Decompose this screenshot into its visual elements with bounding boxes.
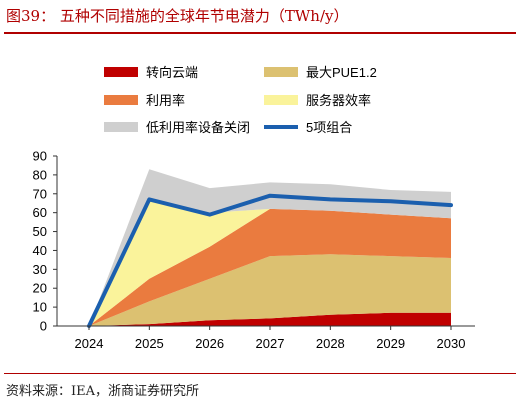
area-series-4: [89, 169, 451, 326]
y-tick-label: 80: [33, 167, 47, 182]
legend-swatch-combined: [264, 124, 298, 129]
legend-label-pue: 最大PUE1.2: [306, 65, 377, 80]
legend-label-utilization: 利用率: [146, 93, 186, 108]
legend-item-cloud: 转向云端: [104, 62, 198, 81]
x-tick-label: 2025: [135, 336, 164, 351]
x-tick-label: 2024: [75, 336, 104, 351]
legend-swatch-pue: [264, 66, 298, 77]
combined-line-layer: [87, 193, 453, 328]
y-tick-label: 70: [33, 186, 47, 201]
legend-item-utilization: 利用率: [104, 90, 185, 109]
figure-title: 图39： 五种不同措施的全球年节电潜力（TWh/y）: [6, 7, 349, 25]
legend-swatch-cloud: [104, 66, 138, 77]
legend-label-cloud: 转向云端: [146, 65, 199, 80]
y-tick-label: 10: [33, 300, 47, 315]
area-series-1: [89, 254, 451, 326]
x-tick-label: 2027: [256, 336, 285, 351]
y-tick-label: 40: [33, 243, 47, 258]
legend-label-shutdown: 低利用率设备关闭: [146, 120, 251, 135]
y-tick-label: 60: [33, 205, 47, 220]
legend-swatch-server: [264, 94, 298, 105]
x-tick-label: 2030: [437, 336, 466, 351]
legend-swatch-shutdown: [104, 121, 138, 132]
y-tick-label: 0: [40, 319, 47, 334]
y-tick-label: 20: [33, 281, 47, 296]
area-series-2: [89, 208, 451, 326]
title-rule: [4, 32, 516, 34]
area-series-3: [89, 199, 451, 326]
y-tick-label: 30: [33, 262, 47, 277]
legend-label-server: 服务器效率: [306, 93, 372, 108]
legend-item-pue: 最大PUE1.2: [264, 62, 377, 81]
y-tick-label: 90: [33, 149, 47, 164]
source-note: 资料来源：IEA，浙商证券研究所: [6, 384, 200, 399]
area-series-0: [89, 312, 451, 326]
line-series-combined: [87, 193, 453, 328]
legend-item-shutdown: 低利用率设备关闭: [104, 117, 250, 136]
x-tick-label: 2026: [195, 336, 224, 351]
x-tick-label: 2028: [316, 336, 345, 351]
x-tick-label: 2029: [376, 336, 405, 351]
legend-label-combined: 5项组合: [306, 120, 353, 135]
legend-swatch-utilization: [104, 94, 138, 105]
legend-item-server: 服务器效率: [264, 90, 371, 109]
legend-item-combined: 5项组合: [264, 117, 352, 136]
y-tick-label: 50: [33, 224, 47, 239]
stacked-areas: [89, 169, 451, 326]
footer-rule: [4, 373, 516, 374]
